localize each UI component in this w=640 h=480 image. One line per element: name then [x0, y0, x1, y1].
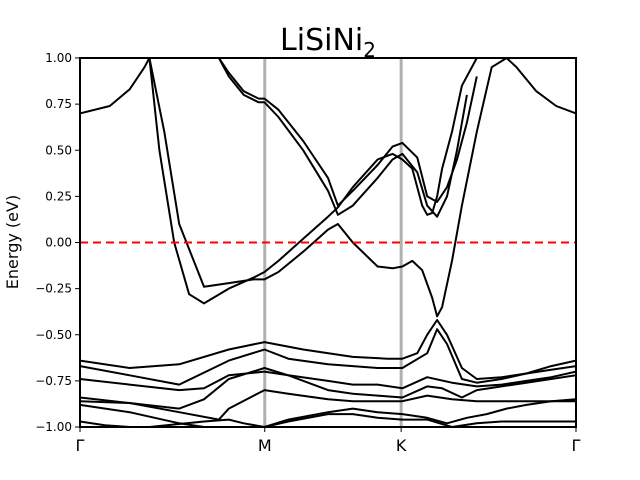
band-8 [80, 370, 576, 392]
x-tick-label-2: K [396, 436, 407, 455]
y-tick-label-5: 0.25 [45, 189, 72, 203]
y-tick-label-1: −0.75 [35, 374, 72, 388]
y-tick-label-2: −0.50 [35, 328, 72, 342]
band-6 [80, 319, 576, 380]
y-tick-label-4: 0.00 [45, 236, 72, 250]
band-2 [148, 58, 508, 318]
x-tick-label-3: Γ [572, 436, 581, 455]
band-4 [218, 58, 478, 207]
y-axis-label: Energy (eV) [3, 195, 22, 289]
chart-title-subscript: 2 [363, 38, 376, 62]
band-1 [505, 58, 576, 115]
x-tick-label-0: Γ [76, 436, 85, 455]
band-10 [80, 389, 576, 421]
band-12 [80, 413, 576, 427]
y-tick-label-7: 0.75 [45, 97, 72, 111]
y-tick-label-0: −1.00 [35, 420, 72, 434]
chart-title-main: LiSiNi [280, 23, 363, 58]
plot-area: −1.00 −0.75 −0.50 −0.25 0.00 0.25 0.50 0.75 1.00… [35, 51, 580, 455]
band-0 [80, 58, 151, 115]
band-3 [148, 58, 512, 305]
y-tick-label-6: 0.50 [45, 143, 72, 157]
y-tick-label-8: 1.00 [45, 51, 72, 65]
band-7 [80, 328, 576, 386]
band-9 [80, 367, 576, 410]
bands-group [80, 58, 576, 427]
x-tick-label-1: M [258, 436, 272, 455]
y-tick-label-3: −0.25 [35, 282, 72, 296]
band-5 [218, 58, 468, 218]
chart-title: LiSiNi2 [280, 23, 376, 62]
band-11 [80, 398, 576, 427]
